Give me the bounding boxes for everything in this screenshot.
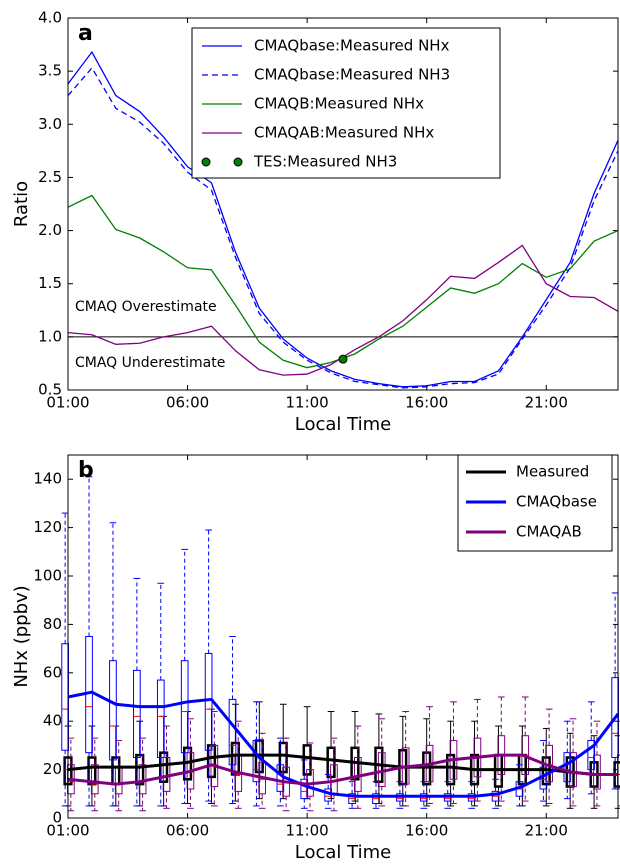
y-tick-label: 20: [43, 760, 62, 778]
legend-swatch: [233, 157, 243, 167]
line: [67, 50, 619, 388]
box: [109, 660, 117, 761]
legend-label: CMAQB:Measured NHx: [254, 95, 424, 113]
y-tick-label: 3.5: [38, 62, 62, 80]
y-axis-label: NHx (ppbv): [11, 585, 32, 687]
plot-area: [61, 476, 620, 812]
x-tick-label: 01:00: [46, 394, 89, 412]
x-tick-label: 16:00: [405, 822, 448, 840]
x-tick-label: 11:00: [286, 822, 329, 840]
y-tick-label: 1.0: [38, 327, 62, 345]
line: [67, 753, 618, 776]
legend-label: Measured: [516, 463, 589, 481]
box: [252, 740, 261, 783]
line: [67, 753, 618, 786]
x-tick-label: 16:00: [405, 394, 448, 412]
y-tick-label: 60: [43, 663, 62, 681]
box: [180, 660, 189, 754]
y-tick-label: 80: [43, 615, 62, 633]
y-tick-label: 140: [33, 470, 62, 488]
box: [90, 764, 99, 795]
y-tick-label: 100: [33, 567, 62, 585]
box: [61, 643, 69, 751]
x-tick-label: 21:00: [525, 394, 568, 412]
legend-label: CMAQbase: [516, 493, 597, 511]
annotation: CMAQ Overestimate: [75, 299, 217, 315]
y-tick-label: 3.0: [38, 115, 62, 133]
annotation: CMAQ Underestimate: [75, 355, 225, 371]
x-tick-label: 11:00: [286, 394, 329, 412]
line: [67, 194, 619, 369]
x-tick-label: 21:00: [525, 822, 568, 840]
box: [204, 652, 213, 751]
panel-label: a: [78, 21, 93, 46]
axes-frame: [67, 17, 619, 391]
box: [133, 669, 141, 759]
legend-label: TES:Measured NH3: [253, 153, 397, 171]
y-tick-label: 2.0: [38, 221, 62, 239]
y-tick-label: 2.5: [38, 168, 62, 186]
plot-area: [67, 50, 619, 389]
x-axis-label: Local Time: [295, 414, 391, 435]
x-tick-label: 01:00: [46, 822, 89, 840]
y-tick-label: 120: [33, 518, 62, 536]
box: [300, 778, 309, 800]
line: [67, 690, 620, 798]
panel-label: b: [78, 458, 94, 483]
box: [569, 752, 577, 788]
x-tick-label: 06:00: [166, 822, 209, 840]
axes-frame: [67, 454, 619, 819]
y-tick-label: 4.0: [38, 9, 62, 27]
legend-box: [191, 27, 501, 179]
box: [228, 698, 237, 766]
box: [563, 752, 572, 783]
marker: [338, 354, 348, 364]
legend-swatch: [201, 157, 211, 167]
x-axis-label: Local Time: [295, 842, 391, 863]
legend-label: CMAQbase:Measured NHx: [254, 37, 450, 55]
box: [593, 754, 601, 790]
y-tick-label: 40: [43, 712, 62, 730]
y-tick-label: 0.5: [38, 381, 62, 399]
legend-label: CMAQbase:Measured NH3: [254, 66, 450, 84]
y-tick-label: 1.5: [38, 274, 62, 292]
box: [156, 679, 165, 758]
y-axis-label: Ratio: [11, 181, 32, 227]
legend: CMAQbase:Measured NHx CMAQbase:Measured N…: [191, 27, 501, 179]
x-tick-label: 06:00: [166, 394, 209, 412]
legend-label: CMAQAB: [516, 523, 582, 541]
y-tick-label: 0: [52, 809, 62, 827]
legend: Measured CMAQbase CMAQAB: [457, 454, 613, 552]
legend-label: CMAQAB:Measured NHx: [254, 124, 434, 142]
